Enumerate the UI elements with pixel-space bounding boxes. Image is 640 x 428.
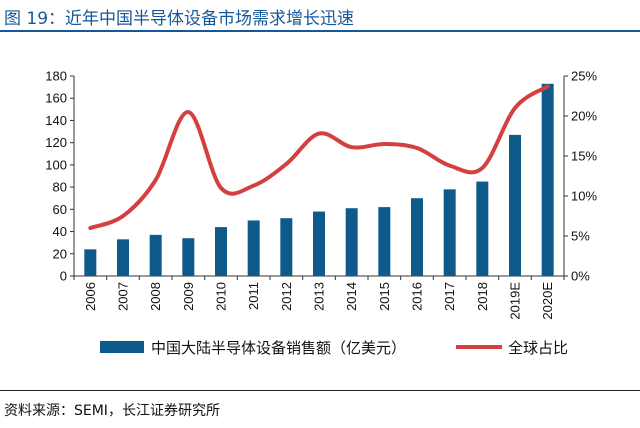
y-right-tick-label: 10%: [571, 189, 597, 204]
y-left-tick-label: 80: [53, 180, 67, 195]
bar: [509, 134, 521, 276]
x-tick-label: 2007: [116, 282, 131, 311]
y-left-tick-label: 100: [45, 157, 67, 172]
bar: [411, 198, 423, 276]
legend-bar-label: 中国大陆半导体设备销售额（亿美元）: [151, 339, 406, 357]
chart-title: 图 19：近年中国半导体设备市场需求增长迅速: [4, 9, 355, 29]
footer-divider: [0, 390, 640, 391]
x-tick-label: 2018: [475, 282, 490, 311]
x-tick-label: 2011: [246, 282, 261, 310]
x-tick-label: 2010: [214, 282, 229, 311]
x-tick-label: 2006: [83, 282, 98, 311]
combo-chart: 0 20 40 60 80 100 120 140 160 180 0% 5% 10% 15% 20% 25%…: [45, 69, 597, 358]
x-tick-label: 2020E: [540, 282, 555, 320]
bar: [182, 238, 195, 276]
bar: [247, 220, 260, 276]
bar: [280, 218, 293, 276]
bar: [215, 227, 227, 276]
bar: [378, 207, 391, 276]
x-tick-label: 2019E: [508, 282, 523, 320]
x-tick-label: 2009: [181, 282, 196, 311]
x-tick-label: 2017: [442, 282, 457, 311]
bar: [149, 234, 162, 276]
y-left-tick-label: 140: [45, 113, 67, 128]
y-right-tick-label: 0%: [571, 269, 590, 284]
bar: [84, 249, 97, 276]
x-tick-label: 2014: [344, 282, 359, 311]
bar: [313, 211, 325, 276]
y-left-tick-label: 40: [53, 224, 67, 239]
line-series: [88, 84, 550, 230]
bar: [117, 239, 129, 276]
y-left-tick-label: 160: [45, 91, 67, 106]
title-divider: [0, 30, 640, 32]
share-line: [88, 84, 550, 230]
x-tick-label: 2015: [377, 282, 392, 311]
bar: [443, 189, 456, 276]
bar: [345, 208, 358, 276]
y-right-tick-label: 15%: [571, 149, 597, 164]
y-right-tick-label: 25%: [571, 69, 597, 84]
x-tick-label: 2016: [410, 282, 425, 311]
axes: 0 20 40 60 80 100 120 140 160 180 0% 5% 10% 15% 20% 25%…: [45, 69, 597, 320]
bar-series: [84, 83, 554, 277]
y-right-tick-label: 20%: [571, 109, 597, 124]
legend: 中国大陆半导体设备销售额（亿美元） 全球占比: [100, 339, 568, 357]
y-left-tick-label: 60: [53, 202, 67, 217]
y-left-tick-label: 20: [53, 246, 67, 261]
bar: [476, 181, 489, 276]
x-tick-label: 2012: [279, 282, 294, 311]
y-right-tick-label: 5%: [571, 229, 590, 244]
bar: [541, 83, 554, 277]
x-tick-label: 2013: [312, 282, 327, 311]
y-left-tick-label: 0: [60, 269, 67, 284]
source-note: 资料来源：SEMI，长江证券研究所: [4, 403, 220, 419]
y-left-tick-label: 180: [45, 69, 67, 84]
x-tick-label: 2008: [148, 282, 163, 311]
legend-line-label: 全球占比: [508, 339, 568, 357]
legend-bar-swatch: [100, 341, 144, 353]
y-left-tick-label: 120: [45, 135, 67, 150]
